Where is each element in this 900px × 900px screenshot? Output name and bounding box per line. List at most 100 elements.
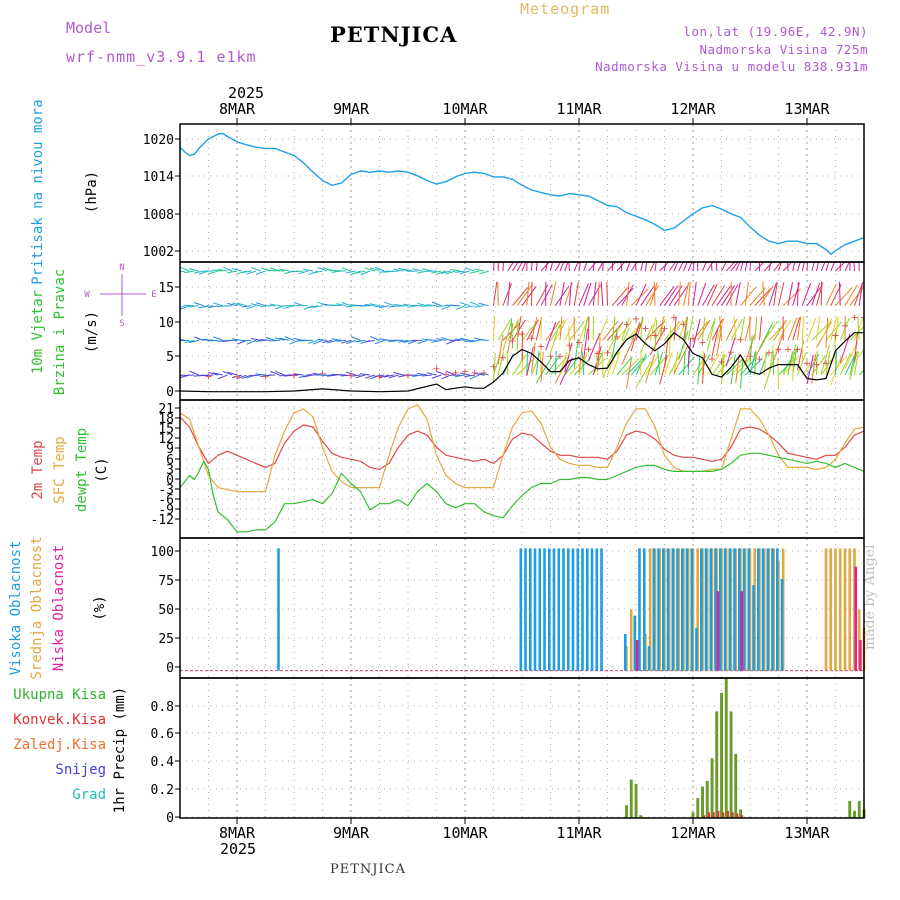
wind-arrow: [649, 262, 656, 272]
gust-marker: [234, 373, 240, 380]
wind-arrow: [189, 339, 200, 343]
wind-arrow: [710, 262, 713, 272]
pressure-title: Pritisak na nivou mora: [30, 99, 46, 284]
wind-arrow: [626, 281, 630, 306]
wind-arrow: [497, 281, 499, 306]
wind-arrow: [673, 316, 677, 341]
wind-arrow: [426, 372, 437, 376]
wind-arrow: [227, 270, 238, 274]
wind-arrow: [317, 267, 328, 272]
y-tick-label: 25: [158, 632, 174, 647]
wind-arrow: [464, 339, 475, 343]
wind-arrow: [446, 370, 456, 376]
wind-arrow: [811, 282, 821, 306]
wind-arrow: [331, 338, 342, 341]
wind-arrow: [863, 269, 864, 272]
bottom-day-label: 11MAR: [556, 824, 602, 842]
wind-arrow: [564, 342, 573, 372]
gust-marker: [804, 360, 810, 367]
gust-marker: [851, 314, 858, 321]
wind-arrow: [569, 321, 585, 341]
wind-arrow: [702, 316, 706, 341]
wind-arrow: [180, 266, 190, 272]
wind-arrow: [839, 353, 851, 376]
wind-arrow: [653, 281, 656, 306]
wind-arrow: [602, 262, 604, 272]
wind-arrow: [573, 281, 579, 306]
wind-arrow: [692, 318, 701, 349]
compass-n: N: [119, 263, 124, 273]
wind-arrow: [654, 262, 657, 272]
wind-arrow: [321, 374, 333, 377]
cloud-high-bar: [738, 548, 741, 671]
wind-arrow: [759, 321, 774, 349]
y-tick-label: 5: [166, 350, 174, 365]
wind-arrow: [417, 302, 428, 307]
pressure-unit: (hPa): [84, 171, 100, 213]
wind-arrow: [284, 336, 295, 341]
wind-arrow: [512, 262, 519, 272]
wind-arrow: [621, 317, 630, 341]
cloud-high-bar: [277, 548, 280, 671]
cloud-high-bar: [576, 548, 580, 671]
wind-arrow: [573, 262, 579, 272]
wind-arrow: [180, 270, 181, 272]
wind-arrow: [388, 270, 399, 273]
wind-arrow: [578, 283, 589, 306]
wind-arrow: [497, 319, 511, 341]
elevation-label: Nadmorska Visina 725m: [699, 42, 868, 57]
wind-arrow: [578, 262, 581, 272]
wind-arrow: [516, 357, 535, 376]
wind-arrow: [312, 305, 323, 308]
wind-arrow: [431, 270, 442, 274]
gust-marker: [747, 353, 753, 360]
wind-arrow: [602, 321, 618, 341]
wind-arrow: [854, 351, 859, 376]
wind-arrow: [370, 336, 380, 341]
cloud-low-bar: [635, 640, 639, 671]
gust-marker: [205, 373, 212, 380]
precip-total-bar: [625, 805, 628, 818]
gust-marker: [500, 354, 506, 361]
wind-arrow: [702, 262, 707, 272]
year-label-top: 2025: [228, 84, 264, 102]
bottom-day-label: 12MAR: [670, 824, 716, 842]
wind-arrow: [844, 262, 850, 272]
wind-arrow: [616, 356, 633, 376]
wind-arrow: [440, 270, 451, 275]
wind-arrow: [218, 374, 228, 380]
wind-arrow: [369, 303, 380, 307]
wind-arrow: [535, 356, 553, 384]
wind-arrow: [194, 302, 204, 307]
wind-arrow: [606, 281, 608, 306]
wind-arrow: [621, 337, 635, 366]
wind-arrow: [583, 316, 589, 341]
wind-arrow: [550, 282, 557, 306]
cloud-high-bar: [776, 548, 779, 671]
wind-arrow: [773, 319, 787, 341]
cloud-high-bar: [700, 548, 703, 671]
wind-arrow: [450, 304, 461, 307]
y-tick-label: 0: [166, 385, 174, 400]
wind-arrow: [854, 332, 859, 363]
wind-title-1: 10m Vjetar: [30, 290, 46, 374]
wind-arrow: [853, 262, 855, 272]
wind-arrow: [749, 351, 756, 376]
gust-marker: [595, 350, 601, 357]
wind-arrow: [303, 268, 314, 272]
wind-arrow: [436, 338, 447, 341]
wind-arrow: [730, 262, 739, 272]
precip-total-bar: [629, 779, 633, 818]
y-tick-label: -12: [151, 513, 174, 528]
precip-conv-bar: [722, 812, 725, 818]
wind-arrow: [616, 262, 626, 272]
gust-marker: [519, 331, 525, 338]
wind-arrow: [835, 287, 853, 307]
wind-arrow: [265, 336, 276, 341]
wind-arrow: [539, 351, 542, 376]
wind-arrows: [180, 262, 864, 390]
cloud-mid-bar: [834, 548, 837, 671]
y-tick-label: 0.8: [151, 700, 174, 715]
cloud-high-bar: [562, 548, 565, 671]
wind-arrow: [811, 262, 815, 272]
